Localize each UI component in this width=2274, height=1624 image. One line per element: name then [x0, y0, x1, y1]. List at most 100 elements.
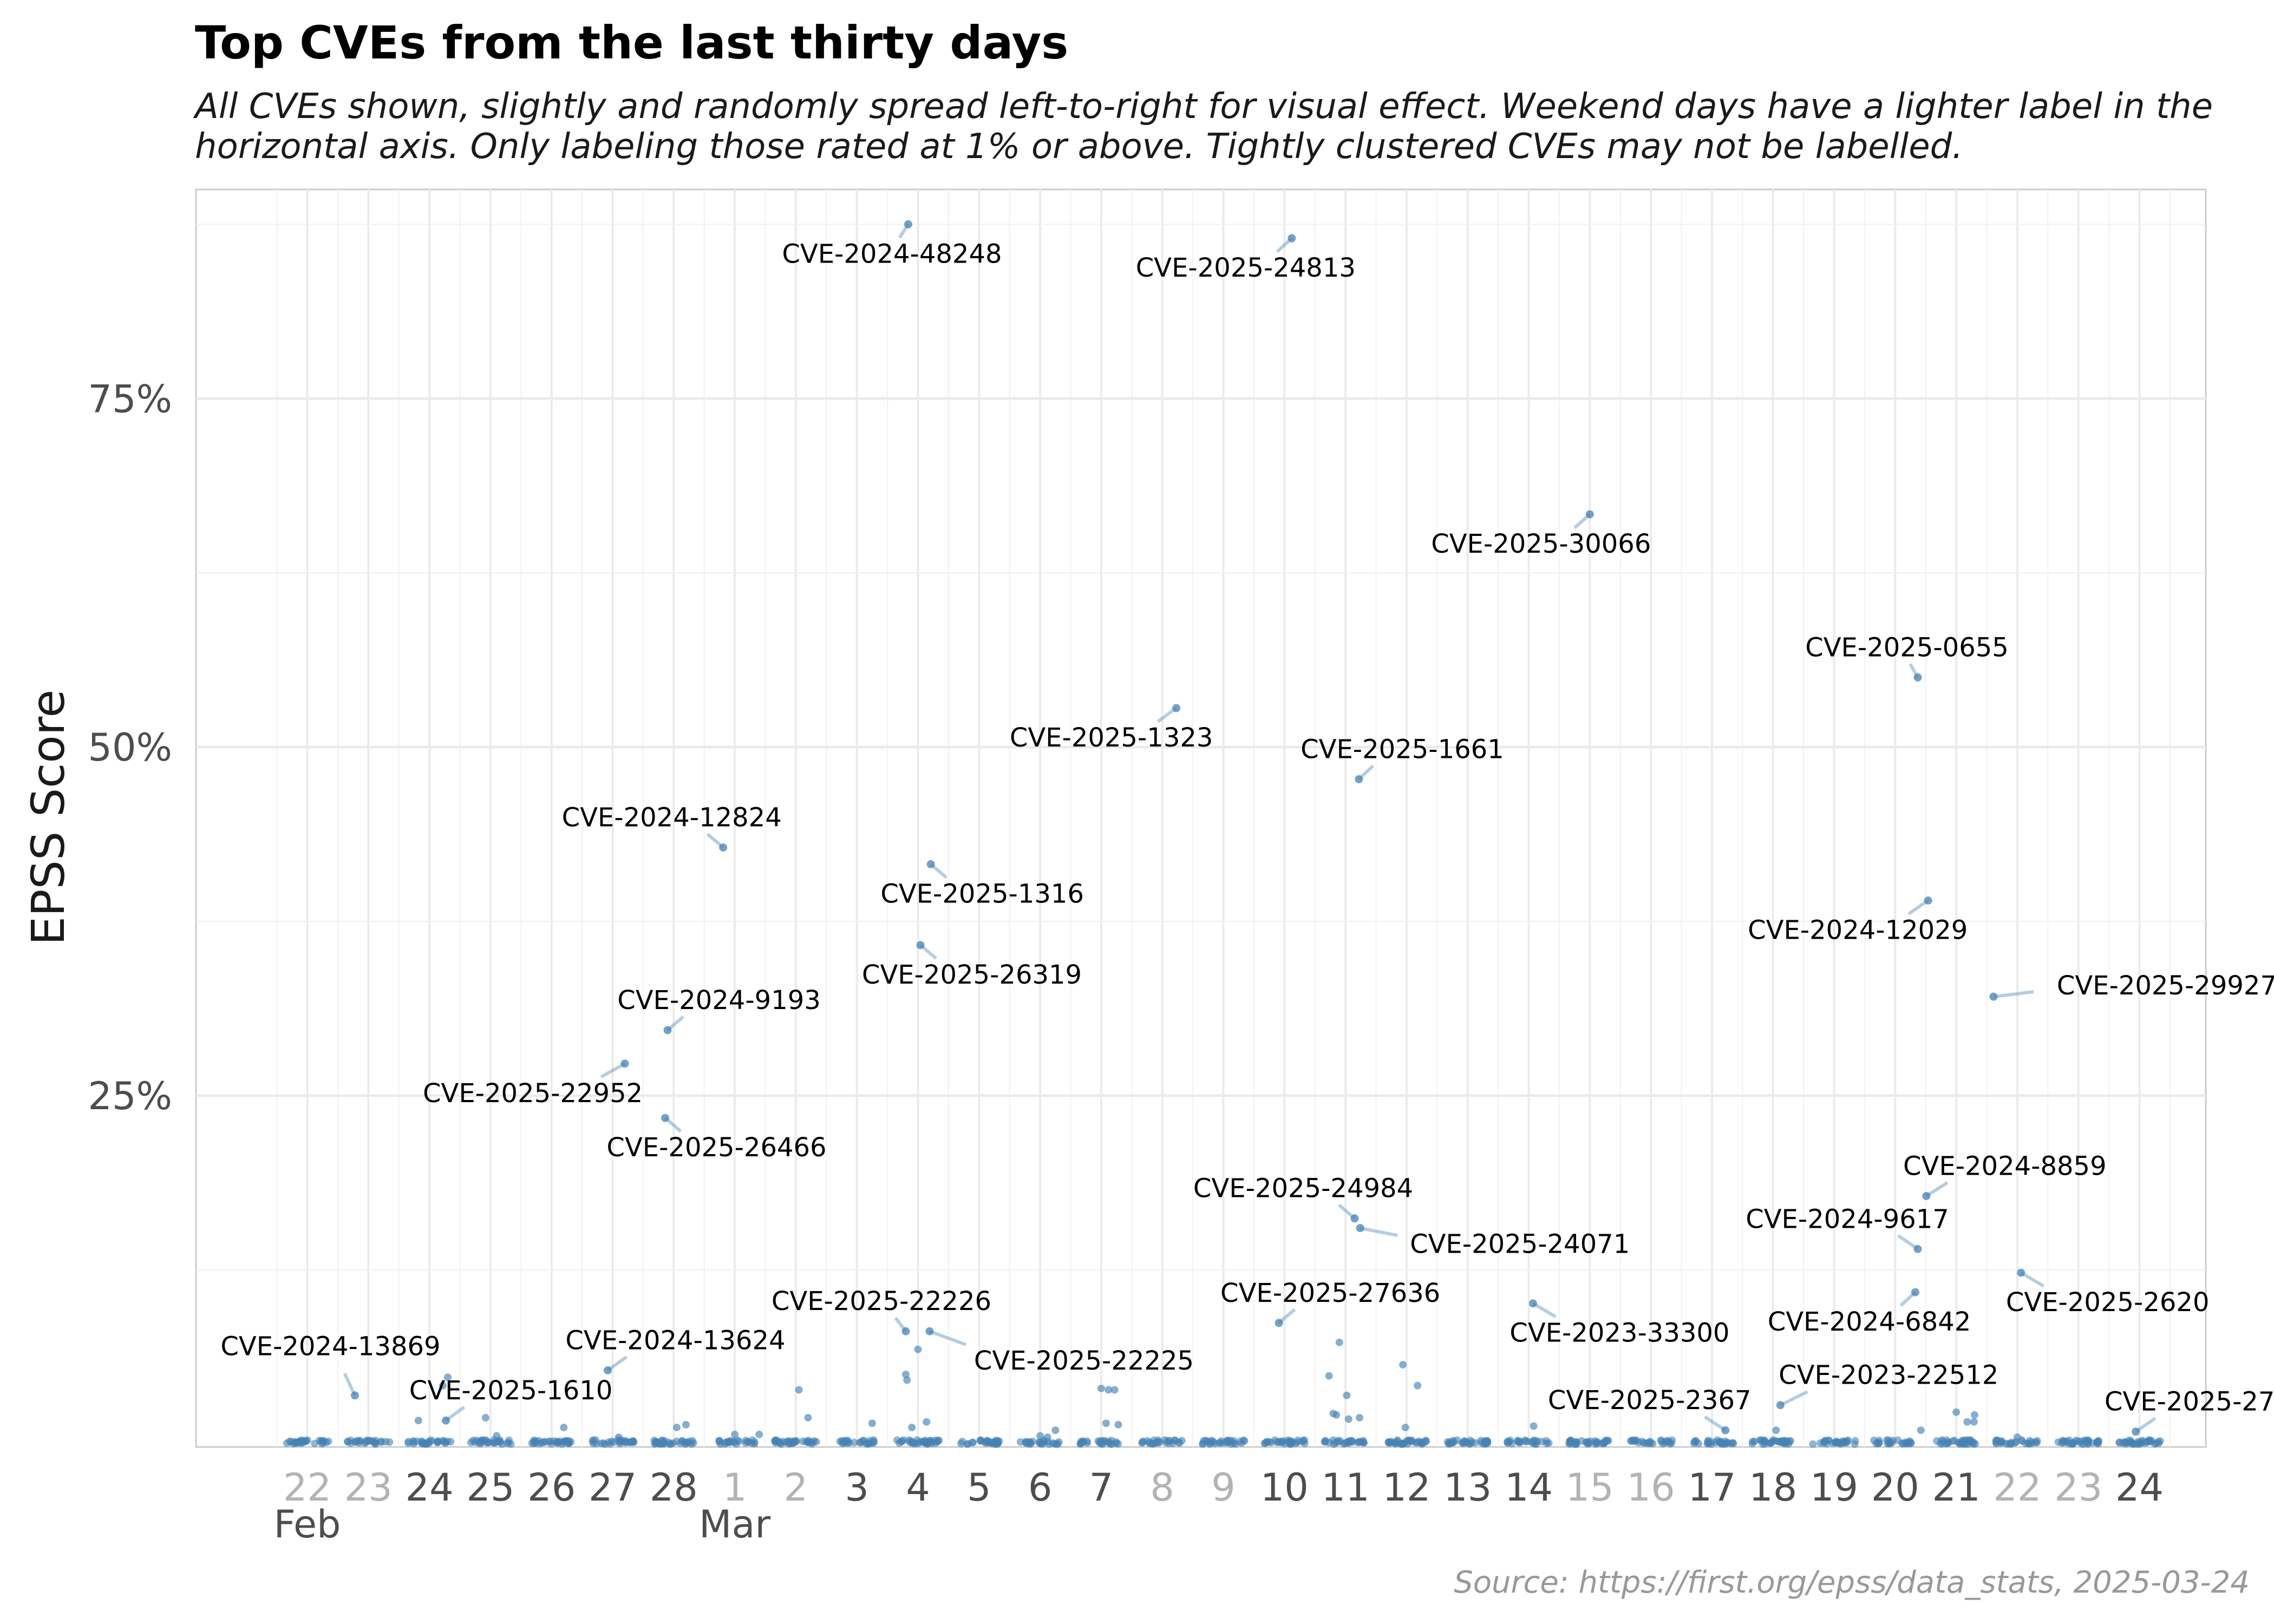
- cve-point: [560, 1423, 568, 1431]
- cve-point: [1332, 1411, 1341, 1419]
- cve-point: [1453, 1436, 1461, 1444]
- cve-point: [1356, 1224, 1364, 1233]
- x-tick-label: 6: [1028, 1465, 1053, 1510]
- label-leader-line: [894, 1317, 907, 1333]
- cve-point: [1992, 1438, 2000, 1446]
- cve-label: CVE-2025-1316: [880, 879, 1084, 909]
- cve-point: [992, 1440, 1000, 1448]
- cve-point: [592, 1439, 600, 1448]
- cve-point: [1723, 1438, 1731, 1446]
- x-tick-label: 13: [1443, 1465, 1492, 1510]
- cve-point: [792, 1438, 800, 1446]
- cve-point: [1911, 1288, 1920, 1296]
- cve-point: [2013, 1433, 2021, 1441]
- label-leader-line: [445, 1405, 466, 1422]
- cve-point: [606, 1440, 615, 1448]
- cve-point: [1171, 1436, 1179, 1444]
- cve-point: [1165, 1437, 1173, 1445]
- cve-point: [2147, 1437, 2155, 1445]
- cve-point: [1343, 1391, 1351, 1399]
- label-leader-line: [1276, 237, 1293, 253]
- cve-point: [1114, 1420, 1122, 1429]
- label-leader-line: [1907, 899, 1929, 915]
- cve-point: [1178, 1437, 1186, 1445]
- x-tick-label: 14: [1505, 1465, 1553, 1510]
- cve-point: [1321, 1437, 1329, 1445]
- cve-point: [550, 1437, 558, 1445]
- point-labels: CVE-2024-48248 CVE-2025-24813 CVE-2025-300…: [220, 223, 2274, 1433]
- cve-point: [1355, 775, 1363, 783]
- label-leader-line: [930, 863, 948, 879]
- cve-point: [1851, 1440, 1859, 1448]
- label-leader-line: [929, 1330, 966, 1346]
- x-tick-label: 22: [1993, 1465, 2041, 1510]
- x-tick-label: 11: [1322, 1465, 1370, 1510]
- cve-point: [914, 1345, 922, 1353]
- cve-point: [322, 1438, 330, 1446]
- cve-point: [1729, 1439, 1737, 1448]
- cve-point: [915, 1438, 923, 1446]
- cve-label: CVE-2025-27636: [1220, 1278, 1440, 1308]
- cve-point: [1917, 1426, 1925, 1435]
- cve-point: [779, 1437, 787, 1445]
- cve-point: [1721, 1426, 1730, 1435]
- axes: 25%50%75%22 23 24 25 26 27 28 1 2 3 4 5 6 7 8 9 10 11 12 13…: [88, 377, 2164, 1547]
- cve-point: [896, 1439, 904, 1447]
- cve-point: [1913, 1245, 1922, 1253]
- cve-point: [2059, 1437, 2067, 1445]
- cve-point: [748, 1439, 756, 1448]
- cve-point: [1053, 1440, 1061, 1448]
- y-tick-label: 50%: [88, 725, 172, 770]
- x-tick-label: 23: [344, 1465, 393, 1510]
- cve-point: [1397, 1439, 1405, 1448]
- cve-point: [926, 860, 935, 868]
- x-tick-label: 15: [1566, 1465, 1614, 1510]
- cve-label: CVE-2024-13869: [220, 1332, 440, 1362]
- cve-point: [1356, 1413, 1364, 1422]
- cve-point: [925, 1327, 934, 1335]
- cve-point: [1239, 1436, 1247, 1444]
- cve-point: [932, 1439, 940, 1447]
- cve-label: CVE-2023-22512: [1779, 1360, 1998, 1391]
- cve-point: [283, 1439, 291, 1447]
- label-leader-line: [1156, 706, 1178, 723]
- cve-point: [658, 1436, 666, 1444]
- cve-point: [1835, 1438, 1844, 1446]
- cve-point: [1275, 1319, 1283, 1327]
- x-tick-label: 27: [589, 1465, 637, 1510]
- cve-point: [1952, 1408, 1961, 1416]
- cve-point: [531, 1438, 539, 1446]
- cve-label: CVE-2025-30066: [1431, 529, 1651, 559]
- label-leader-line: [1897, 1234, 1919, 1250]
- x-tick-label: 26: [527, 1465, 576, 1510]
- cve-point: [963, 1440, 971, 1448]
- cve-point: [1421, 1436, 1429, 1444]
- x-tick-label: 28: [650, 1465, 698, 1510]
- cve-point: [1151, 1439, 1159, 1448]
- cve-label: CVE-2025-1661: [1301, 734, 1504, 764]
- cve-point: [2069, 1440, 2077, 1448]
- cve-point: [1716, 1437, 1724, 1445]
- cve-point: [957, 1439, 965, 1448]
- label-leader-line: [666, 1015, 684, 1032]
- cve-point: [414, 1417, 422, 1425]
- cve-point: [481, 1413, 489, 1422]
- month-label: Feb: [274, 1502, 341, 1547]
- cve-point: [1028, 1437, 1036, 1445]
- cve-label: CVE-2025-1323: [1010, 723, 1213, 753]
- x-tick-label: 20: [1871, 1465, 1919, 1510]
- cve-point: [976, 1436, 984, 1444]
- cve-point: [663, 1026, 672, 1034]
- cve-point: [870, 1439, 878, 1447]
- label-leader-line: [2135, 1417, 2157, 1433]
- cve-point: [2154, 1438, 2162, 1446]
- cve-point: [682, 1420, 690, 1429]
- x-tick-label: 25: [466, 1465, 514, 1510]
- cve-point: [1350, 1214, 1359, 1223]
- cve-point: [478, 1436, 486, 1444]
- cve-point: [731, 1430, 739, 1438]
- cve-point: [795, 1386, 803, 1394]
- cve-point: [434, 1437, 442, 1445]
- cve-point: [1199, 1440, 1207, 1448]
- x-tick-label: 17: [1688, 1465, 1736, 1510]
